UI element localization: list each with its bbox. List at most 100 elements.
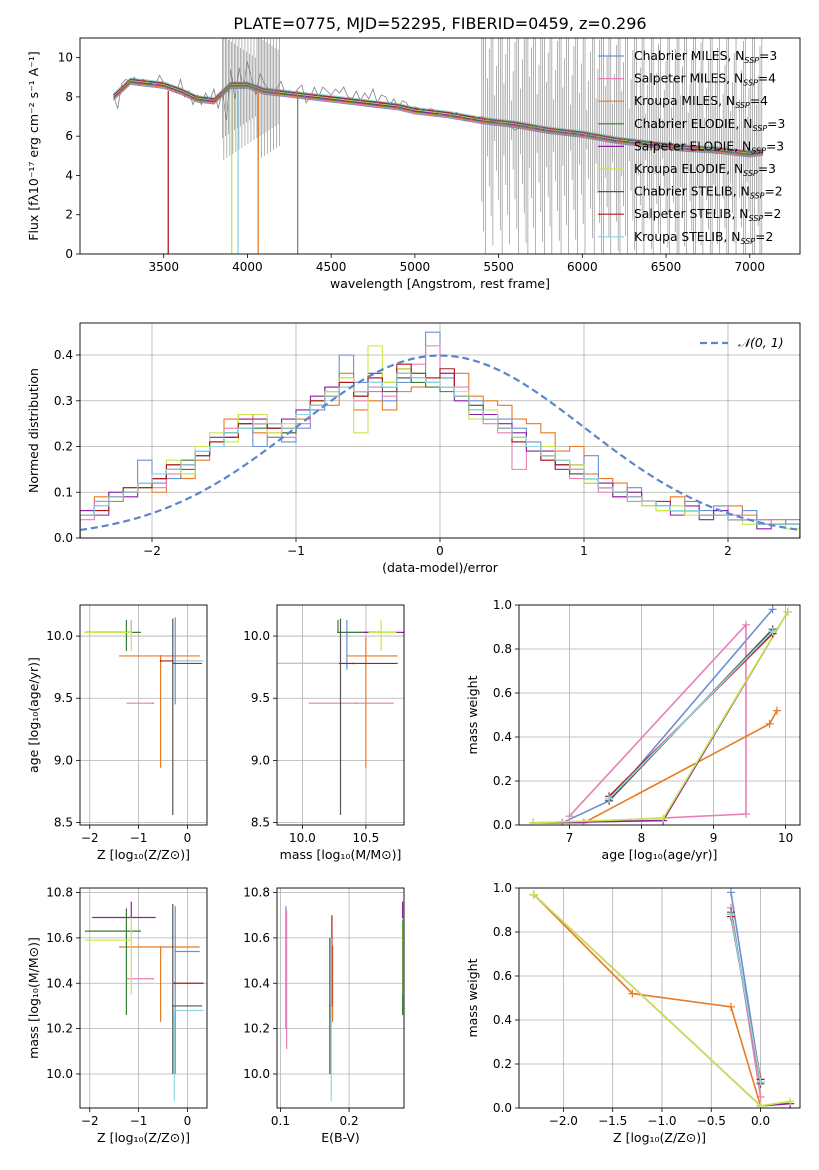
data-spectrum-line	[113, 61, 764, 157]
x-tick-label: −1	[130, 831, 148, 845]
y-tick-label: 10.0	[243, 629, 270, 643]
figure-title: PLATE=0775, MJD=52295, FIBERID=0459, z=0…	[233, 14, 646, 33]
plot-area	[84, 901, 204, 1102]
y-tick-label: 0.4	[493, 1013, 512, 1027]
x-tick-label: 3500	[148, 260, 179, 274]
point-salpeter_miles	[152, 977, 155, 980]
gaussian-curve	[80, 354, 800, 532]
x-axis-label: Z [log₁₀(Z/Z⊙)]	[97, 847, 190, 862]
point-salpeter_stelib	[159, 660, 162, 662]
model-line-salpeter_miles	[113, 82, 764, 157]
legend-label-chabrier_elodie: Chabrier ELODIE, NSSP=3	[634, 117, 785, 133]
legend-label-text: Chabrier MILES, N	[634, 49, 744, 63]
x-tick-label: 10.0	[289, 831, 316, 845]
plot-area	[277, 618, 404, 816]
legend-label-count: =2	[755, 230, 773, 244]
weight-marker-kroupa_elodie	[529, 818, 538, 825]
legend-label-count: =3	[758, 162, 776, 176]
y-tick-label: 0.0	[493, 818, 512, 832]
y-tick-label: 10.0	[243, 1067, 270, 1081]
x-tick-label: 0	[436, 544, 444, 558]
weight-marker-kroupa_stelib	[756, 1077, 765, 1086]
legend-label-subscript: SSP	[744, 56, 759, 65]
model-line-salpeter_elodie	[113, 80, 764, 155]
x-tick-label: 4000	[232, 260, 263, 274]
x-axis-label: E(B-V)	[321, 1130, 360, 1145]
legend-label-count: =3	[767, 117, 785, 131]
mass-weight-vs-age-panel: 7 8 9 10 0.0 0.2 0.4 0.6 0.8 1.0 age [log₁₀(age/yr…	[465, 598, 801, 862]
legend-label-text: Chabrier STELIB, N	[634, 185, 750, 199]
legend-label-count: =4	[758, 72, 776, 86]
point-kroupa_miles	[365, 655, 367, 657]
point-salpeter_miles	[152, 702, 155, 705]
weight-marker-kroupa_elodie	[659, 814, 668, 823]
x-tick-label: −1.5	[598, 1114, 627, 1128]
y-tick-label: 0.3	[54, 394, 73, 408]
plot-area	[80, 331, 800, 538]
plot-frame	[276, 604, 405, 826]
weight-marker-chabrier_miles	[726, 888, 735, 897]
y-axis-label: Flux [fλ10⁻¹⁷ erg cm⁻² s⁻¹ A⁻¹]	[26, 51, 41, 240]
y-tick-label: 8	[65, 90, 73, 104]
point-kroupa_stelib	[337, 662, 339, 665]
legend-label-salpeter_elodie: Salpeter ELODIE, NSSP=3	[634, 139, 784, 155]
plot-area	[529, 605, 792, 825]
y-tick-label: 9.0	[54, 753, 73, 767]
plot-frame	[79, 37, 801, 255]
y-tick-label: 0.6	[493, 686, 512, 700]
y-tick-label: 10.0	[46, 1067, 73, 1081]
x-tick-label: −1	[130, 1114, 148, 1128]
x-tick-label: 0	[184, 831, 192, 845]
x-tick-label: −2	[143, 544, 161, 558]
weight-marker-kroupa_miles	[726, 1002, 735, 1011]
weight-marker-salpeter_miles	[741, 810, 750, 818]
legend-label-text: Kroupa MILES, N	[634, 94, 735, 108]
legend-label-subscript: SSP	[750, 192, 765, 201]
y-tick-label: 9.5	[251, 691, 270, 705]
legend-label-text: Salpeter ELODIE, N	[634, 139, 751, 153]
plot-area	[285, 901, 404, 1102]
x-tick-label: 5000	[400, 260, 431, 274]
y-axis-label: mass weight	[465, 958, 480, 1037]
legend-label-count: =2	[764, 185, 782, 199]
y-axis-label: Normed distribution	[26, 368, 41, 493]
plot-frame	[276, 887, 405, 1109]
point-kroupa_miles	[159, 946, 162, 948]
plot-frame	[79, 322, 801, 539]
point-kroupa_elodie	[130, 939, 133, 942]
y-tick-label: 0.0	[493, 1101, 512, 1115]
legend-label-subscript: SSP	[751, 146, 766, 155]
weight-marker-kroupa_elodie	[756, 1101, 765, 1108]
y-tick-label: 10.2	[243, 1022, 270, 1036]
weight-marker-salpeter_miles	[565, 812, 574, 821]
plot-frame	[79, 604, 208, 826]
x-tick-label: 1	[580, 544, 588, 558]
legend-label-salpeter_miles: Salpeter MILES, NSSP=4	[634, 72, 776, 88]
weight-marker-kroupa_miles	[628, 989, 637, 998]
mass-weight-vs-metallicity-panel: −2.0 −1.5 −1.0 −0.5 0.0 0.0 0.2 0.4 0.6 0.8 1.0 Z […	[465, 881, 801, 1145]
legend-label-count: =4	[750, 94, 768, 108]
y-tick-label: 0.6	[493, 969, 512, 983]
age-vs-metallicity-panel: −2 −1 0 8.5 9.0 9.5 10.0 Z [log₁₀(Z/Z⊙)] age [lo…	[26, 604, 208, 862]
weight-marker-kroupa_stelib	[605, 794, 614, 803]
x-tick-label: 0.2	[340, 1114, 359, 1128]
y-tick-label: 10.6	[243, 931, 270, 945]
legend-label-text: Salpeter MILES, N	[634, 72, 743, 86]
x-tick-label: 8	[638, 831, 646, 845]
mass-vs-metallicity-panel: −2 −1 0 10.0 10.2 10.4 10.6 10.8 Z [log₁₀(Z/Z⊙)]…	[26, 886, 208, 1145]
point-kroupa_miles	[159, 655, 162, 657]
legend-label-text: Kroupa ELODIE, N	[634, 162, 743, 176]
point-salpeter_miles	[285, 936, 288, 939]
legend-label-text: Salpeter STELIB, N	[634, 207, 749, 221]
x-tick-label: 7	[566, 831, 574, 845]
weight-marker-kroupa_miles	[579, 818, 588, 825]
x-axis-label: (data-model)/error	[382, 560, 499, 575]
point-kroupa_stelib	[173, 660, 176, 662]
weight-marker-kroupa_miles	[765, 719, 774, 728]
legend-label-text: Chabrier ELODIE, N	[634, 117, 752, 131]
legend-label-text: Kroupa STELIB, N	[634, 230, 740, 244]
x-axis-label: wavelength [Angstrom, rest frame]	[330, 276, 550, 291]
plot-area	[529, 888, 795, 1108]
